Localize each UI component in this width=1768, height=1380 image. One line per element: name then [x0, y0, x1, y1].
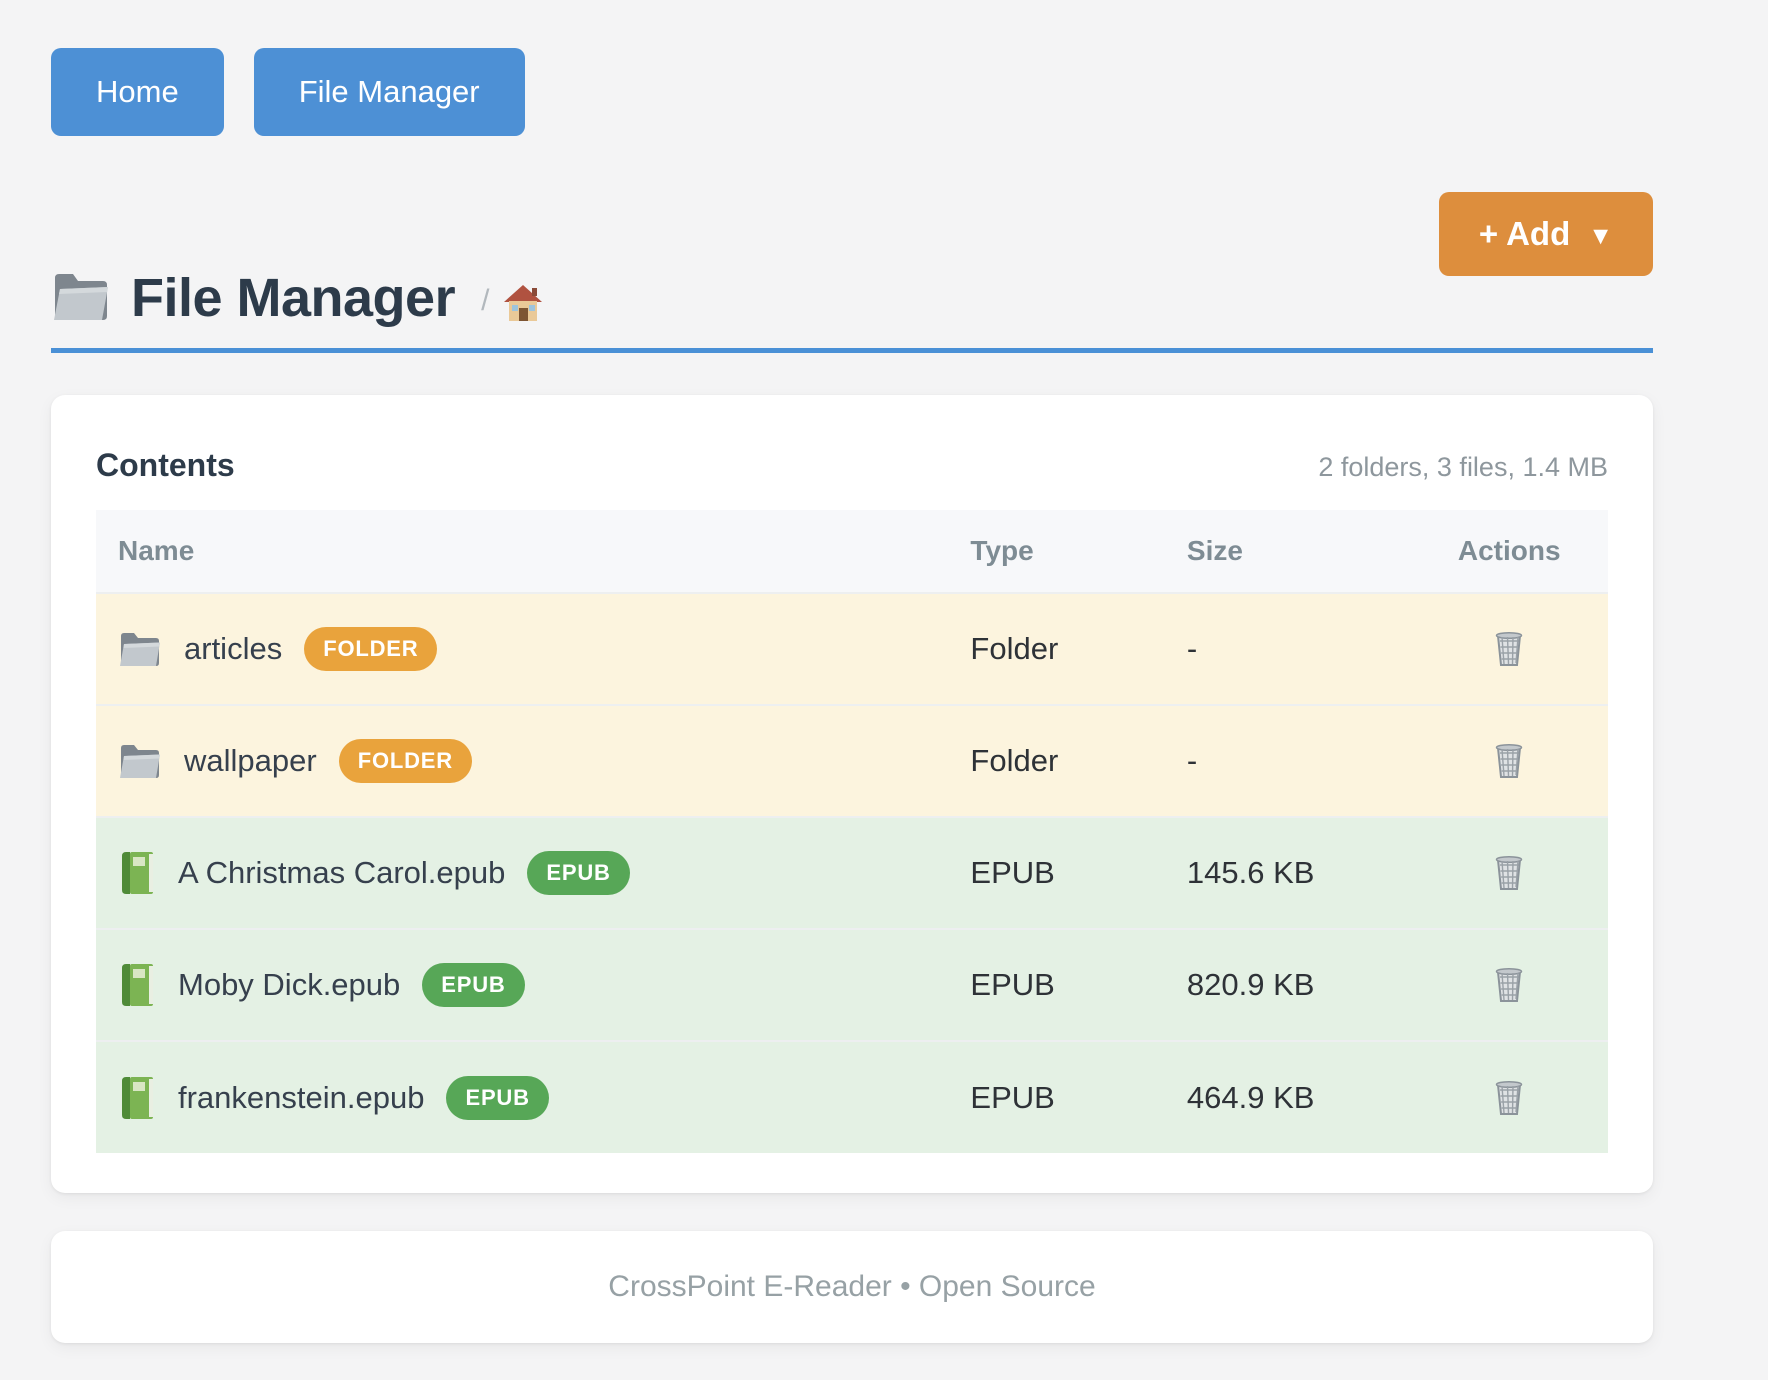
type-badge: EPUB — [527, 851, 630, 895]
folder-icon — [51, 270, 111, 324]
chevron-down-icon: ▼ — [1588, 221, 1613, 250]
column-header-type: Type — [948, 510, 1165, 593]
file-type: EPUB — [948, 1040, 1165, 1153]
file-size: 820.9 KB — [1164, 928, 1441, 1041]
folder-icon — [118, 630, 162, 668]
table-row: A Christmas Carol.epub EPUB EPUB 145.6 K… — [96, 816, 1608, 929]
contents-card: Contents 2 folders, 3 files, 1.4 MB Name… — [51, 395, 1653, 1193]
column-header-size: Size — [1164, 510, 1441, 593]
house-icon[interactable] — [503, 284, 543, 324]
page-title: File Manager — [131, 267, 456, 328]
type-badge: EPUB — [446, 1075, 549, 1120]
file-name[interactable]: frankenstein.epub — [178, 1079, 425, 1115]
book-icon — [118, 851, 156, 895]
add-button-label: + Add — [1478, 215, 1571, 252]
file-type: Folder — [948, 704, 1165, 817]
top-nav: Home File Manager — [51, 0, 1653, 136]
contents-header: Contents 2 folders, 3 files, 1.4 MB — [96, 447, 1608, 484]
breadcrumb: / — [481, 284, 490, 317]
file-size: 464.9 KB — [1164, 1040, 1441, 1153]
type-badge: FOLDER — [338, 739, 472, 783]
file-size: 145.6 KB — [1164, 816, 1441, 929]
nav-home-button[interactable]: Home — [51, 48, 224, 136]
trash-icon — [1491, 743, 1527, 782]
table-header: Name Type Size Actions — [96, 510, 1608, 593]
file-name[interactable]: A Christmas Carol.epub — [178, 855, 506, 890]
trash-icon — [1491, 631, 1527, 670]
delete-button[interactable] — [1487, 1072, 1531, 1123]
contents-summary: 2 folders, 3 files, 1.4 MB — [1318, 452, 1608, 482]
contents-table-body: articles FOLDER Folder - — [96, 592, 1608, 1153]
file-type: EPUB — [948, 816, 1165, 929]
delete-button[interactable] — [1487, 623, 1531, 674]
file-name[interactable]: Moby Dick.epub — [178, 967, 401, 1002]
file-type: Folder — [948, 592, 1165, 705]
book-icon — [118, 1076, 156, 1120]
table-row: wallpaper FOLDER Folder - — [96, 704, 1608, 817]
footer: CrossPoint E-Reader • Open Source — [51, 1231, 1653, 1343]
type-badge: FOLDER — [304, 627, 438, 671]
type-badge: EPUB — [422, 963, 525, 1007]
file-name[interactable]: wallpaper — [184, 743, 317, 778]
trash-icon — [1491, 967, 1527, 1006]
file-name[interactable]: articles — [184, 631, 283, 666]
page-header: File Manager / + Add ▼ — [51, 192, 1653, 328]
column-header-actions: Actions — [1440, 510, 1608, 593]
file-type: EPUB — [948, 928, 1165, 1041]
table-row: articles FOLDER Folder - — [96, 592, 1608, 705]
column-header-name: Name — [96, 510, 949, 593]
folder-icon — [118, 742, 162, 780]
add-button[interactable]: + Add ▼ — [1438, 192, 1653, 276]
table-row: Moby Dick.epub EPUB EPUB 820.9 KB — [96, 928, 1608, 1041]
table-row: frankenstein.epub EPUB EPUB 464.9 KB — [96, 1040, 1608, 1153]
delete-button[interactable] — [1487, 847, 1531, 898]
delete-button[interactable] — [1487, 959, 1531, 1010]
contents-title: Contents — [96, 447, 235, 483]
title-block: File Manager / — [51, 267, 543, 328]
trash-icon — [1491, 855, 1527, 894]
section-divider — [51, 348, 1653, 353]
page: Home File Manager File Manager / — [51, 0, 1653, 1343]
delete-button[interactable] — [1487, 735, 1531, 786]
file-size: - — [1164, 592, 1441, 705]
nav-file-manager-button[interactable]: File Manager — [253, 48, 525, 136]
file-table: Name Type Size Actions — [96, 510, 1608, 1153]
trash-icon — [1491, 1080, 1527, 1119]
file-size: - — [1164, 704, 1441, 817]
book-icon — [118, 963, 156, 1007]
footer-text: CrossPoint E-Reader • Open Source — [608, 1270, 1096, 1303]
